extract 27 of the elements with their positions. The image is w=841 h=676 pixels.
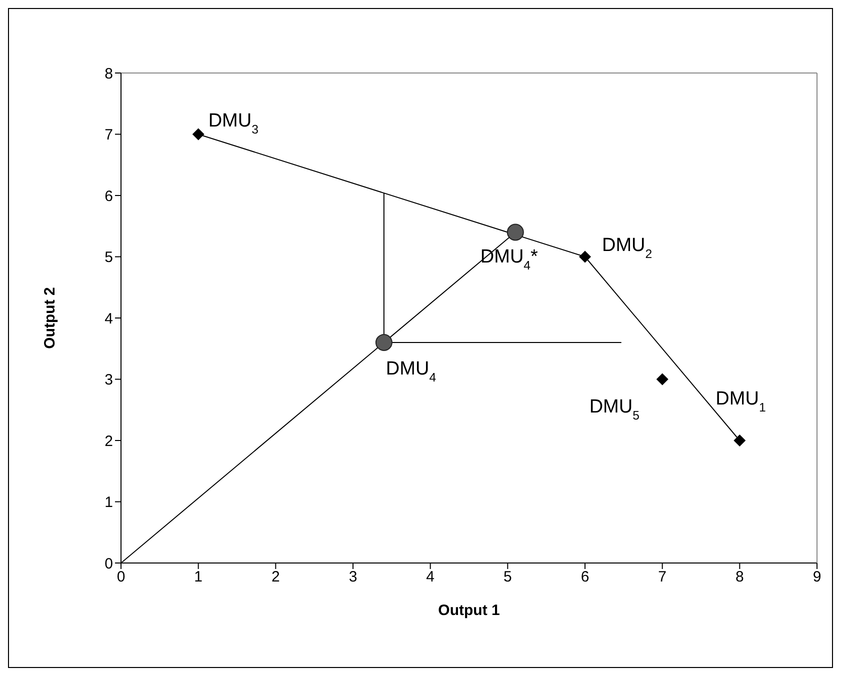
y-tick-label: 7 [104, 126, 113, 144]
x-tick-label: 9 [812, 568, 822, 586]
x-tick-label: 2 [271, 568, 280, 586]
x-tick-label: 5 [503, 568, 512, 586]
y-tick-label: 8 [104, 65, 113, 82]
y-tick-label: 0 [104, 555, 113, 572]
x-tick-label: 1 [194, 568, 203, 586]
y-tick-label: 6 [104, 188, 113, 205]
x-axis-title: Output 1 [438, 602, 500, 619]
annotation: DMU$_{1}$ [716, 388, 766, 414]
x-tick-label: 6 [580, 568, 590, 586]
y-tick-label: 2 [104, 432, 113, 450]
x-tick-label: 7 [658, 568, 667, 586]
annotation: DMU$_{3}$ [208, 110, 259, 136]
x-tick-label: 8 [735, 568, 744, 586]
annotation: DMU$_{2}$ [602, 234, 652, 261]
x-tick-label: 3 [348, 568, 358, 586]
annotation: DMU$_{5}$ [589, 396, 640, 422]
y-axis-title: Output 2 [41, 287, 58, 349]
y-tick-label: 3 [104, 372, 113, 389]
x-tick-label: 0 [116, 568, 126, 586]
y-tick-label: 4 [104, 310, 113, 328]
y-tick-label: 5 [104, 249, 113, 266]
annotation: DMU$_{4}$ [386, 358, 436, 384]
annotation: DMU$_{4}$* [480, 246, 539, 272]
x-tick-label: 4 [426, 568, 435, 586]
y-tick-label: 1 [104, 494, 113, 512]
